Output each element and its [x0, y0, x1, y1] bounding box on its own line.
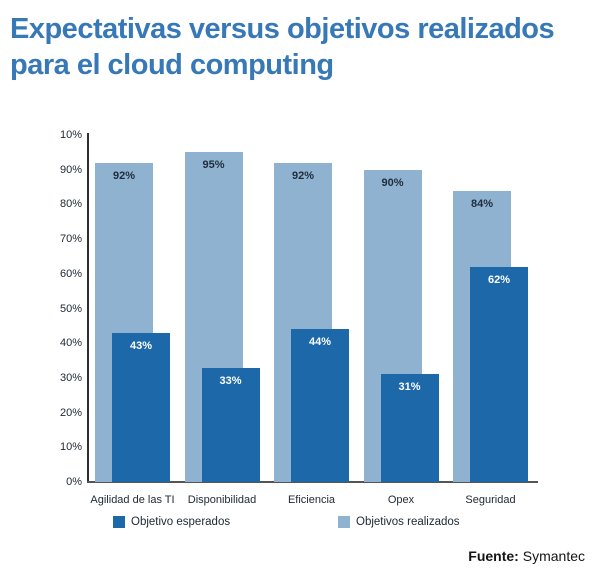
plot-area: 92% 43% Agilidad de las TI 95% 33% Disponibil… — [88, 135, 538, 506]
y-axis-tick-label: 80% — [59, 198, 82, 211]
category-label: Disponibilidad — [187, 494, 257, 506]
y-axis-labels: 0% 10% 20% 30% 40% 50% 60% 70% 80% 90% 10% — [30, 129, 82, 488]
category-label: Agilidad de las TI — [90, 494, 175, 506]
y-axis-tick-label: 20% — [59, 406, 82, 419]
legend-label: Objetivo esperados — [131, 516, 231, 528]
bar-value-label: 43% — [129, 339, 153, 352]
category-label: Seguridad — [465, 494, 516, 506]
category-label: Opex — [387, 494, 415, 506]
bar-objetivo-esperados: 62% — [470, 266, 528, 482]
chart-legend: Objetivo esperados Objetivos realizados — [0, 516, 600, 536]
y-axis-tick-label: 30% — [59, 371, 82, 384]
y-axis-tick-label: 0% — [66, 476, 82, 488]
bar-value-label: 33% — [219, 374, 242, 387]
y-axis-tick-label: 10% — [59, 129, 82, 141]
legend-item: Objetivo esperados — [113, 516, 230, 528]
bar-value-label: 44% — [308, 336, 332, 349]
bar-objetivo-esperados: 44% — [291, 329, 349, 482]
y-axis-line — [87, 133, 89, 483]
source-name: Symantec — [518, 548, 585, 564]
category-label: Eficiencia — [287, 494, 336, 506]
bar-objetivo-esperados: 31% — [380, 374, 439, 482]
bar-value-label: 62% — [487, 273, 511, 286]
page-title: Expectativas versus objetivos realizados… — [10, 12, 596, 84]
x-axis-line — [87, 481, 538, 483]
y-axis-tick-label: 40% — [59, 337, 82, 350]
page-title-line-1: Expectativas versus objetivos realizados — [10, 13, 555, 45]
y-axis-tick-label: 90% — [59, 163, 82, 176]
page-title-line-2: para el cloud computing — [10, 48, 334, 81]
bar-value-label: 92% — [112, 169, 136, 182]
source-line: Fuente: Symantec — [468, 548, 585, 564]
bar-value-label: 95% — [202, 159, 225, 172]
bar-value-label: 31% — [398, 381, 421, 394]
bar-objetivo-esperados: 43% — [112, 332, 170, 482]
y-axis-tick-label: 60% — [59, 267, 82, 280]
y-axis-tick-label: 10% — [59, 441, 82, 454]
y-axis-tick-label: 50% — [59, 302, 82, 315]
source-label: Fuente: — [468, 548, 519, 564]
bar-value-label: 90% — [381, 176, 404, 189]
y-axis-tick-label: 70% — [59, 233, 82, 246]
legend-swatch — [113, 516, 125, 528]
legend-label: Objetivos realizados — [356, 516, 460, 528]
legend-swatch — [338, 516, 350, 528]
bar-value-label: 92% — [291, 169, 315, 182]
bar-objetivo-esperados: 33% — [201, 367, 260, 482]
legend-item: Objetivos realizados — [338, 516, 460, 528]
bar-value-label: 84% — [470, 197, 494, 210]
